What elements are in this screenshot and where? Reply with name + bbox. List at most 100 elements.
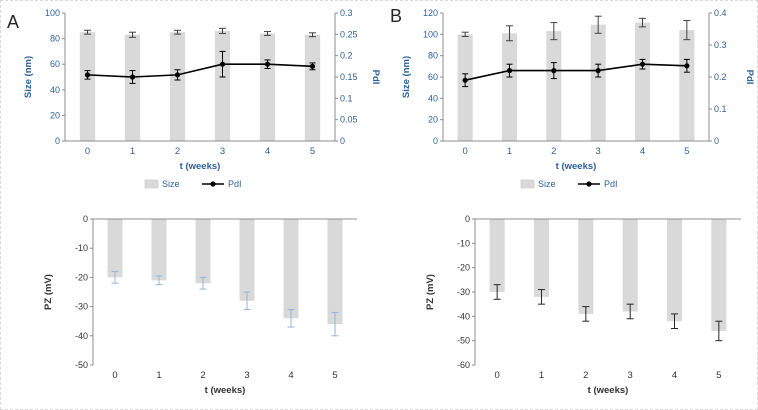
chart-b-size-pdi: 0 20 40 60 80 100 120 0 0.1 0.2 0.3 0.4 PdI 0 1 2 3 4 5 t (…	[401, 8, 755, 189]
pdi-marker	[219, 61, 226, 67]
bar	[533, 219, 550, 297]
tick-label: 0.15	[340, 72, 358, 82]
x-tick-label: 3	[596, 146, 601, 157]
x-axis-title: t (weeks)	[588, 385, 629, 396]
pdi-marker	[264, 61, 271, 67]
legend-size-swatch	[520, 179, 535, 189]
tick-label: 120	[423, 8, 438, 18]
chart-a-zeta-potential: 0 -10 -20 -30 -40 -50 0 1 2 3 4 5 t (weeks) PZ (mV)	[43, 214, 357, 396]
left-axis-title: Size (nm)	[401, 56, 412, 98]
x-axis-title: t (weeks)	[180, 161, 221, 172]
pdi-marker	[684, 63, 690, 69]
bar	[259, 33, 276, 142]
x-tick-label: 1	[539, 370, 544, 381]
tick-label: -30	[75, 302, 88, 312]
tick-label: 80	[50, 34, 60, 44]
x-tick-label: 2	[200, 370, 205, 381]
bar	[666, 219, 683, 322]
legend-pdi-label: PdI	[604, 179, 618, 189]
tick-label: 0.05	[340, 115, 358, 125]
tick-label: 0	[433, 136, 438, 146]
bar	[501, 33, 518, 142]
tick-label: 0	[340, 136, 345, 146]
x-tick-label: 5	[684, 146, 689, 157]
tick-label: 0	[714, 136, 719, 146]
x-tick-label: 5	[716, 370, 721, 381]
x-tick-label: 3	[220, 146, 225, 157]
tick-label: 80	[428, 51, 438, 61]
x-tick-label: 4	[640, 146, 645, 157]
bar	[489, 219, 505, 292]
x-tick-label: 0	[85, 146, 90, 157]
x-tick-label: 2	[551, 146, 556, 157]
x-axis-title: t (weeks)	[556, 161, 597, 172]
x-tick-label: 2	[175, 146, 180, 157]
pdi-marker	[462, 77, 468, 83]
chart-b-zeta-potential: 0 -10 -20 -30 -40 -50 -60 0 1 2 3 4 5 t (weeks) PZ (mV…	[425, 214, 741, 396]
bar	[578, 219, 594, 314]
bar	[214, 30, 231, 142]
bar	[622, 219, 638, 312]
tick-label: -50	[75, 360, 88, 370]
tick-label: -60	[457, 360, 470, 370]
bar	[679, 30, 695, 141]
bar	[79, 32, 96, 142]
bar	[239, 219, 255, 301]
pdi-marker	[506, 68, 513, 74]
x-tick-label: 2	[583, 370, 588, 381]
right-axis-title: PdI	[744, 70, 755, 85]
pdi-marker	[595, 68, 601, 74]
pdi-marker	[309, 63, 316, 69]
left-axis-title: PZ (mV)	[425, 274, 436, 310]
tick-label: 40	[50, 85, 60, 95]
left-axis-title: PZ (mV)	[43, 274, 54, 310]
bar	[304, 34, 321, 141]
legend-size-swatch	[144, 179, 159, 189]
bar	[327, 219, 343, 325]
tick-label: -30	[457, 287, 470, 297]
tick-label: 60	[428, 72, 438, 82]
legend-pdi-label: PdI	[228, 179, 242, 189]
x-tick-label: 5	[310, 146, 315, 157]
bar	[283, 219, 299, 319]
pdi-marker	[129, 74, 136, 80]
pdi-line	[464, 63, 687, 81]
bar	[169, 32, 186, 142]
pdi-marker	[639, 61, 646, 67]
bar	[124, 34, 141, 141]
tick-label: 100	[423, 29, 438, 39]
tick-label: -50	[457, 336, 470, 346]
pdi-marker	[174, 72, 181, 78]
tick-label: -20	[457, 263, 470, 273]
tick-label: 0.1	[340, 93, 353, 103]
tick-label: 0.3	[714, 40, 727, 50]
x-tick-label: 0	[463, 146, 468, 157]
bar	[195, 219, 211, 284]
legend-size-label: Size	[538, 179, 556, 189]
x-tick-label: 3	[628, 370, 633, 381]
x-axis-title: t (weeks)	[205, 385, 246, 396]
tick-label: 0.25	[340, 29, 358, 39]
legend-size-label: Size	[162, 179, 180, 189]
x-tick-label: 4	[672, 370, 677, 381]
tick-label: 20	[50, 110, 60, 120]
bar	[546, 31, 562, 142]
tick-label: 0.2	[340, 51, 353, 61]
tick-label: 0	[465, 214, 470, 224]
x-tick-label: 1	[130, 146, 135, 157]
pdi-marker	[84, 72, 91, 78]
tick-label: -40	[457, 311, 470, 321]
tick-label: -10	[457, 238, 470, 248]
panel-label-a: A	[7, 12, 20, 32]
x-tick-label: 0	[112, 370, 117, 381]
bar	[634, 22, 651, 142]
tick-label: 0.3	[340, 8, 353, 18]
x-tick-label: 0	[495, 370, 500, 381]
left-axis-title: Size (nm)	[23, 56, 34, 98]
tick-label: 40	[428, 93, 438, 103]
x-tick-label: 4	[288, 370, 293, 381]
tick-label: 20	[428, 115, 438, 125]
legend-pdi-marker	[586, 181, 592, 187]
tick-label: 0	[55, 136, 60, 146]
tick-label: 0.1	[714, 104, 727, 114]
